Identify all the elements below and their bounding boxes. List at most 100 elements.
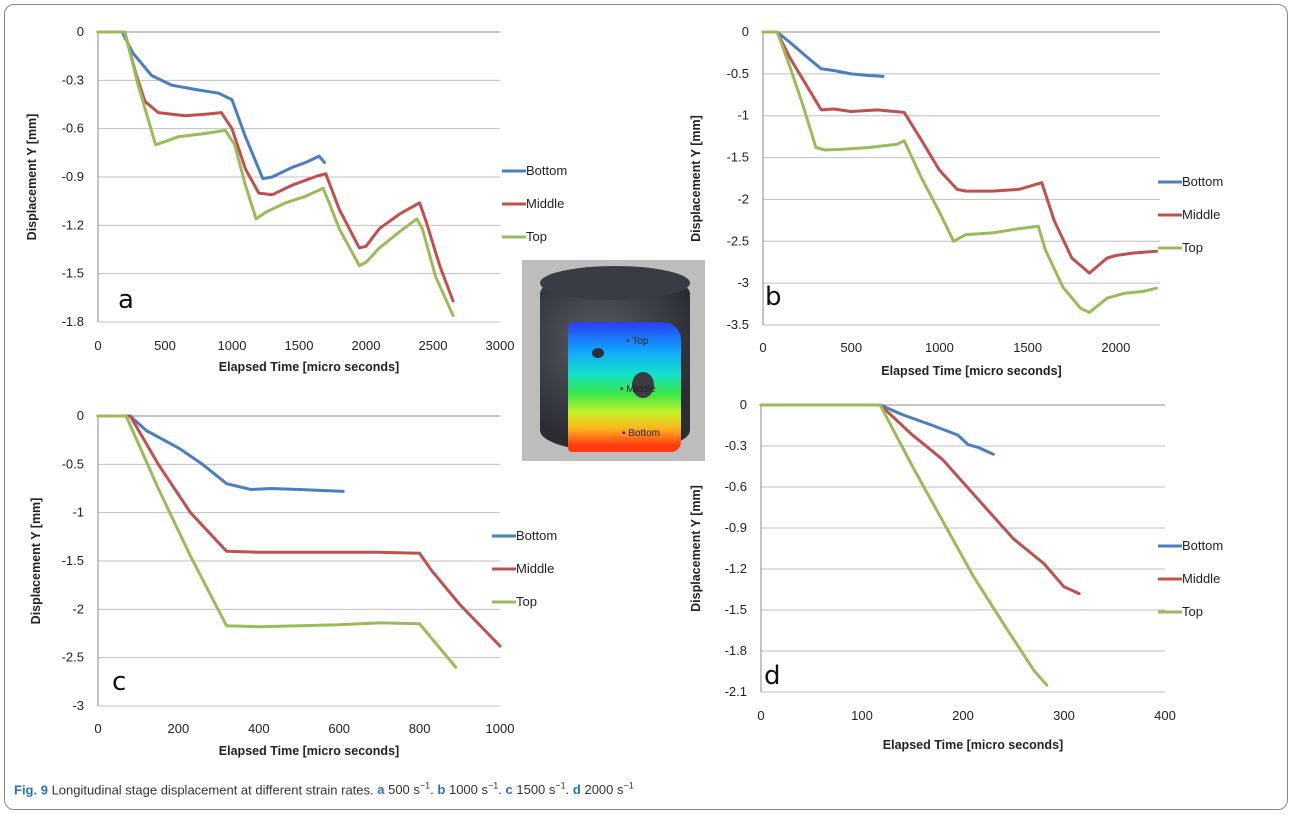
x-tick-label: 400 [1154, 708, 1176, 723]
x-tick-label: 500 [840, 340, 862, 355]
y-tick-label: -3.5 [727, 317, 749, 332]
caption-text: Longitudinal stage displacement at diffe… [47, 782, 378, 798]
y-tick-label: -3 [737, 275, 749, 290]
legend-label-bottom: Bottom [516, 528, 557, 543]
x-tick-label: 1500 [1013, 340, 1042, 355]
y-tick-label: -0.3 [62, 72, 84, 87]
specimen-cylinder-top [540, 266, 690, 300]
x-tick-label: 1500 [285, 338, 314, 353]
y-axis-label: Displacement Y [mm] [29, 498, 43, 625]
x-axis-label: Elapsed Time [micro seconds] [219, 744, 399, 758]
y-tick-label: -0.9 [62, 169, 84, 184]
x-tick-label: 0 [94, 338, 101, 353]
legend-label-top: Top [516, 594, 537, 609]
figure-frame [4, 4, 1288, 810]
x-tick-label: 600 [328, 721, 350, 736]
series-line-top [759, 403, 1049, 687]
series-line-bottom [96, 30, 326, 181]
y-tick-label: -3 [72, 698, 84, 713]
specimen-void [592, 348, 604, 358]
series-line-bottom [759, 403, 995, 456]
caption-rate: 500 s [384, 782, 420, 798]
caption-panel-letter: b [437, 782, 446, 798]
x-tick-label: 1000 [925, 340, 954, 355]
panel-letter-d: d [764, 661, 781, 691]
specimen-point-bottom: • Bottom [622, 428, 660, 439]
y-tick-label: -1.8 [725, 643, 747, 658]
caption-panel-letter: a [377, 782, 385, 798]
x-tick-label: 100 [851, 708, 873, 723]
x-tick-label: 400 [248, 721, 270, 736]
y-tick-label: -0.6 [725, 479, 747, 494]
specimen-point-top: • Top [626, 336, 649, 347]
legend-label-bottom: Bottom [1182, 538, 1223, 553]
x-tick-label: 800 [409, 721, 431, 736]
caption-rate: 2000 s [580, 782, 624, 798]
y-tick-label: -1.5 [725, 602, 747, 617]
y-tick-label: -2 [72, 601, 84, 616]
legend-label-top: Top [526, 229, 547, 244]
caption-rate: 1500 s [512, 782, 556, 798]
series-line-middle [96, 414, 502, 648]
panel-letter-b: b [765, 282, 782, 312]
y-tick-label: -1 [72, 505, 84, 520]
legend-label-middle: Middle [516, 561, 554, 576]
y-tick-label: 0 [77, 408, 84, 423]
specimen-photo: • Top • Middle • Bottom [522, 260, 705, 461]
y-tick-label: -2.1 [725, 684, 747, 699]
series-line-bottom [96, 414, 345, 493]
x-tick-label: 3000 [486, 338, 515, 353]
x-axis-label: Elapsed Time [micro seconds] [883, 738, 1063, 752]
series-line-bottom [761, 30, 885, 78]
y-tick-label: -1.5 [62, 266, 84, 281]
x-tick-label: 2000 [352, 338, 381, 353]
series-line-top [96, 30, 455, 318]
y-tick-label: 0 [740, 397, 747, 412]
x-tick-label: 200 [952, 708, 974, 723]
x-tick-label: 500 [154, 338, 176, 353]
specimen-point-middle: • Middle [620, 384, 656, 395]
caption-fig-label: Fig. 9 [14, 782, 48, 798]
legend-label-middle: Middle [526, 196, 564, 211]
specimen-label-top: Top [632, 336, 649, 347]
legend-label-bottom: Bottom [526, 163, 567, 178]
x-tick-label: 2000 [1101, 340, 1130, 355]
x-axis-label: Elapsed Time [micro seconds] [881, 364, 1061, 378]
y-tick-label: -1.5 [727, 150, 749, 165]
caption-exponent: −1 [555, 781, 566, 791]
y-tick-label: -0.9 [725, 520, 747, 535]
y-tick-label: -1.5 [62, 553, 84, 568]
y-tick-label: -1 [737, 108, 749, 123]
displacement-color-map [568, 322, 681, 452]
caption-exponent: −1 [623, 781, 634, 791]
y-tick-label: -2.5 [62, 650, 84, 665]
series-line-middle [759, 403, 1081, 596]
y-tick-label: -1.2 [62, 217, 84, 232]
series-line-middle [761, 30, 1158, 275]
legend-label-top: Top [1182, 240, 1203, 255]
caption-panel-letter: d [572, 782, 581, 798]
y-axis-label: Displacement Y [mm] [689, 485, 703, 612]
legend-label-middle: Middle [1182, 571, 1220, 586]
caption-exponent: −1 [419, 781, 431, 791]
legend-label-top: Top [1182, 604, 1203, 619]
caption-rate: 1000 s [445, 782, 489, 798]
series-line-top [761, 30, 1158, 314]
y-tick-label: -0.6 [62, 121, 84, 136]
panel-letter-a: a [118, 285, 134, 315]
caption-exponent: −1 [488, 781, 499, 791]
y-tick-label: -1.2 [725, 561, 747, 576]
caption-separator: . [498, 782, 506, 798]
specimen-label-bottom: Bottom [628, 428, 660, 439]
series-line-top [96, 414, 458, 669]
caption-panel-letter: c [505, 782, 513, 798]
y-tick-label: -2.5 [727, 233, 749, 248]
y-tick-label: 0 [742, 24, 749, 39]
y-axis-label: Displacement Y [mm] [689, 115, 703, 242]
x-tick-label: 1000 [486, 721, 515, 736]
x-tick-label: 0 [759, 340, 766, 355]
legend-label-middle: Middle [1182, 207, 1220, 222]
x-tick-label: 300 [1053, 708, 1075, 723]
caption-separator: . [565, 782, 573, 798]
